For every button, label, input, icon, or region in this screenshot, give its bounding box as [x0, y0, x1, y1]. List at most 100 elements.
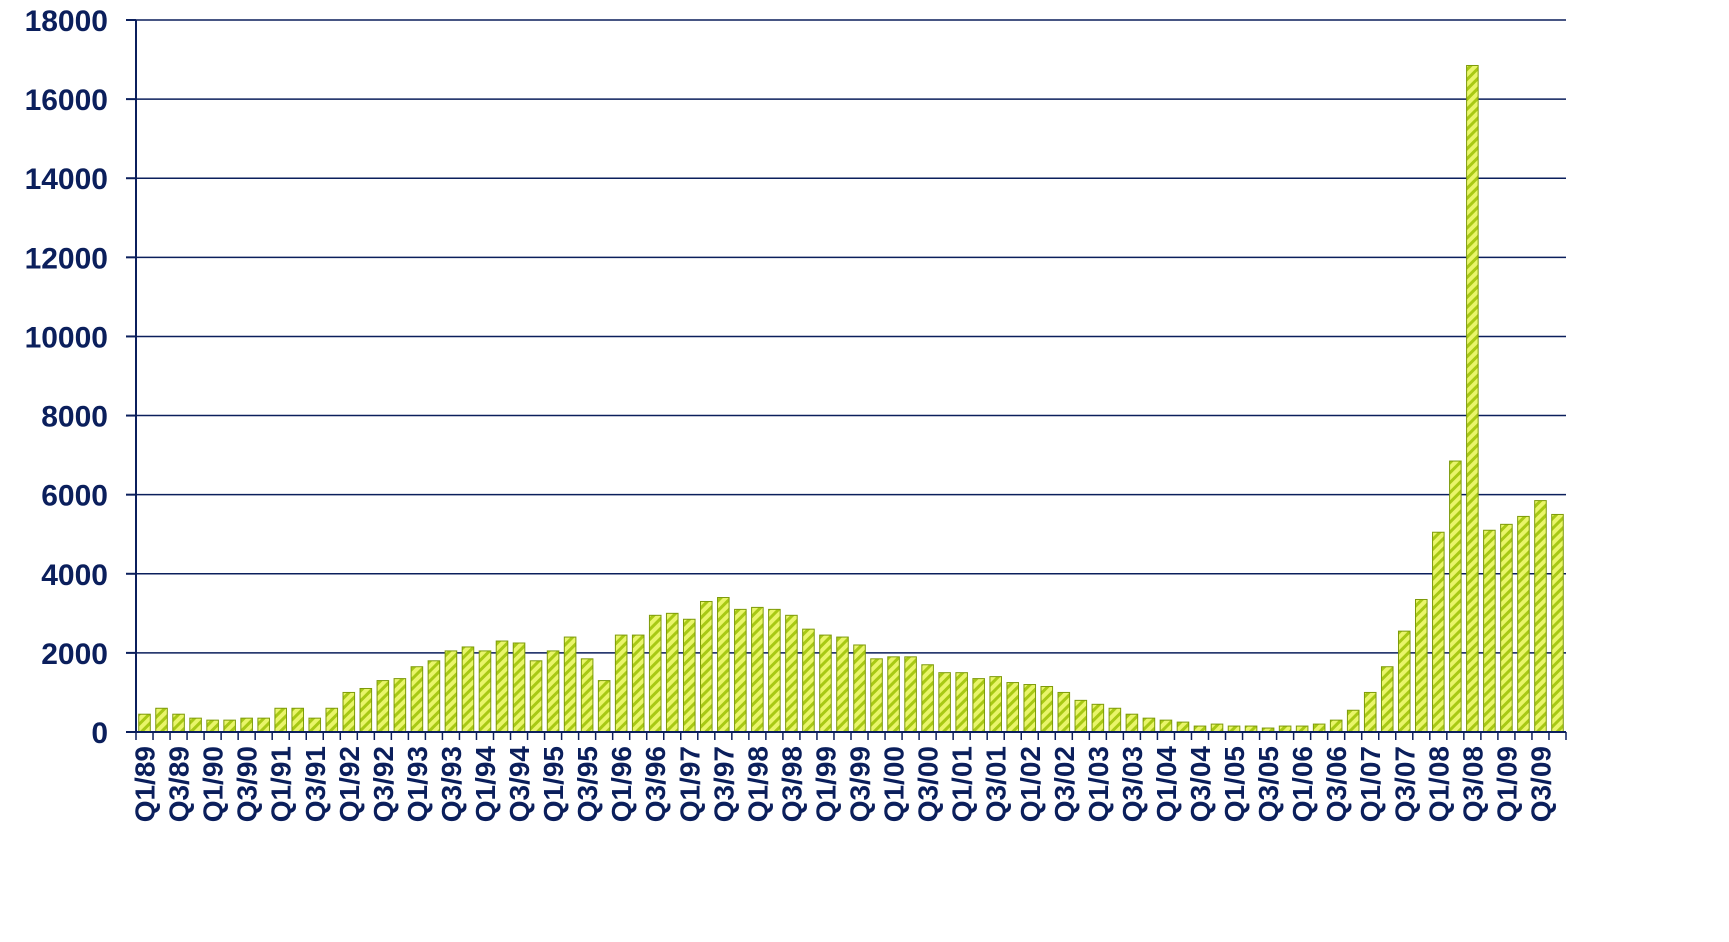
bar — [700, 600, 713, 733]
bar — [785, 614, 798, 733]
bar — [257, 717, 270, 733]
x-tick-labels: Q1/89 Q3/89 Q1/90 Q3/90 Q1/91 Q3/91 Q1/92 Q3/92… — [130, 746, 1557, 823]
bar — [1415, 598, 1428, 733]
bar — [138, 713, 151, 733]
x-tick-label: Q1/92 — [334, 746, 365, 822]
bar — [189, 717, 202, 733]
y-tick-label: 8000 — [41, 401, 108, 434]
bar — [563, 636, 577, 733]
x-tick-label: Q1/89 — [130, 746, 161, 822]
bar — [1449, 460, 1462, 733]
bar — [921, 664, 934, 733]
bar — [393, 678, 407, 733]
bar — [1312, 723, 1326, 733]
x-tick-label: Q3/00 — [913, 746, 944, 822]
x-tick-label: Q3/07 — [1389, 746, 1420, 822]
x-tick-label: Q3/98 — [776, 746, 807, 822]
bar — [1346, 709, 1360, 733]
bar — [223, 719, 236, 733]
bar — [734, 608, 747, 733]
bar — [325, 707, 339, 733]
bar — [768, 608, 781, 733]
x-tick-label: Q3/05 — [1253, 746, 1284, 822]
axes — [126, 19, 1567, 740]
bar — [631, 634, 645, 733]
bar — [904, 656, 917, 733]
bar — [682, 618, 696, 733]
bar — [461, 646, 475, 733]
x-tick-label: Q1/06 — [1287, 746, 1318, 822]
bar — [1023, 684, 1037, 733]
x-tick-label: Q3/01 — [981, 746, 1012, 822]
bar — [938, 672, 951, 733]
bar — [853, 644, 866, 733]
bar — [1483, 529, 1496, 733]
y-tick-labels: 0 2000 4000 6000 8000 10000 12000 14000 16000 180… — [25, 5, 108, 750]
x-tick-label: Q3/09 — [1525, 746, 1556, 822]
x-tick-label: Q1/97 — [674, 746, 705, 822]
bar — [955, 672, 968, 733]
bar — [546, 650, 560, 733]
bar — [836, 636, 849, 733]
x-tick-label: Q3/08 — [1457, 746, 1488, 822]
bar — [819, 634, 832, 733]
bar — [1074, 699, 1088, 733]
x-tick-label: Q3/90 — [232, 746, 263, 822]
bar — [972, 678, 985, 733]
bar — [444, 650, 458, 733]
bar — [1108, 707, 1122, 733]
x-tick-label: Q3/96 — [640, 746, 671, 822]
bar — [529, 660, 543, 733]
bar — [1500, 523, 1513, 733]
x-tick-label: Q1/96 — [606, 746, 637, 822]
bar — [887, 656, 900, 733]
x-tick-label: Q1/93 — [402, 746, 433, 822]
bar — [495, 640, 509, 733]
bar — [1432, 531, 1445, 733]
bar — [342, 691, 356, 733]
bar — [155, 707, 168, 733]
bar — [1057, 691, 1071, 733]
bars — [138, 64, 1564, 733]
bar — [478, 650, 492, 733]
x-tick-label: Q1/91 — [266, 746, 297, 822]
x-tick-label: Q1/04 — [1151, 746, 1182, 823]
y-tick-label: 18000 — [25, 5, 108, 38]
x-tick-label: Q3/03 — [1117, 746, 1148, 822]
bar — [1397, 630, 1411, 733]
bar — [597, 680, 611, 733]
bar — [1534, 500, 1547, 733]
x-tick-label: Q1/99 — [810, 746, 841, 822]
bar — [717, 597, 730, 733]
x-tick-label: Q3/93 — [436, 746, 467, 822]
x-tick-label: Q1/05 — [1219, 746, 1250, 822]
bar — [870, 658, 883, 733]
bar — [240, 717, 253, 733]
x-tick-label: Q3/06 — [1321, 746, 1352, 822]
bar — [172, 713, 185, 733]
bar — [1551, 513, 1564, 733]
x-tick-label: Q3/89 — [164, 746, 195, 822]
x-tick-label: Q1/00 — [879, 746, 910, 822]
bar — [751, 606, 764, 733]
x-tick-label: Q1/95 — [538, 746, 569, 822]
y-tick-label: 2000 — [41, 638, 108, 671]
x-tick-label: Q3/02 — [1049, 746, 1080, 822]
x-tick-label: Q1/02 — [1015, 746, 1046, 822]
bar — [308, 717, 322, 733]
bar — [1517, 515, 1530, 733]
y-tick-label: 6000 — [41, 480, 108, 513]
y-tick-label: 4000 — [41, 559, 108, 592]
x-tick-label: Q1/08 — [1423, 746, 1454, 822]
bar — [802, 628, 815, 733]
x-tick-label: Q3/95 — [572, 746, 603, 822]
bar — [1176, 721, 1190, 733]
bar — [376, 680, 390, 733]
bar — [427, 660, 441, 733]
x-tick-label: Q3/04 — [1185, 746, 1216, 823]
bar — [1210, 723, 1224, 733]
bar — [1363, 691, 1377, 733]
bar — [614, 634, 628, 733]
bar — [359, 687, 373, 733]
